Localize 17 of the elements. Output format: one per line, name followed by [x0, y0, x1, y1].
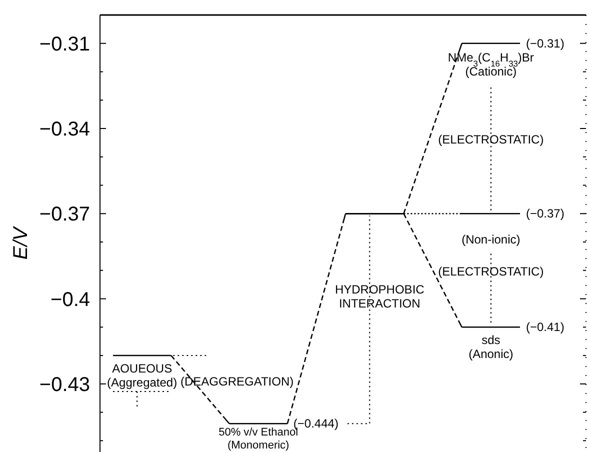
- annotation: AOUEOUS (Aggregated): [107, 362, 178, 390]
- annotation: (Non-ionic): [462, 232, 520, 247]
- y-tick-label: −0.43: [39, 374, 90, 396]
- y-tick-label: −0.37: [39, 204, 90, 226]
- annotation: sds (Anonic): [468, 333, 514, 362]
- y-axis-title: E/V: [10, 226, 32, 260]
- annotation: NMe$_{3}$(C$_{16}$H$_{33}$)Br (Cationic): [448, 50, 534, 78]
- annotation: (ELECTROSTATIC): [438, 264, 544, 278]
- y-tick-label: −0.34: [39, 118, 90, 141]
- y-tick-label: −0.4: [50, 288, 90, 311]
- annotation: HYDROPHOBIC INTERACTION: [334, 282, 425, 311]
- data-label: (−0.31): [526, 36, 564, 50]
- data-label: (−0.41): [526, 320, 564, 334]
- y-tick-label: −0.31: [39, 33, 90, 56]
- annotation: (ELECTROSTATIC): [438, 132, 544, 147]
- annotation: (DEAGGREGATION): [180, 374, 294, 389]
- data-label: (−0.37): [526, 206, 564, 221]
